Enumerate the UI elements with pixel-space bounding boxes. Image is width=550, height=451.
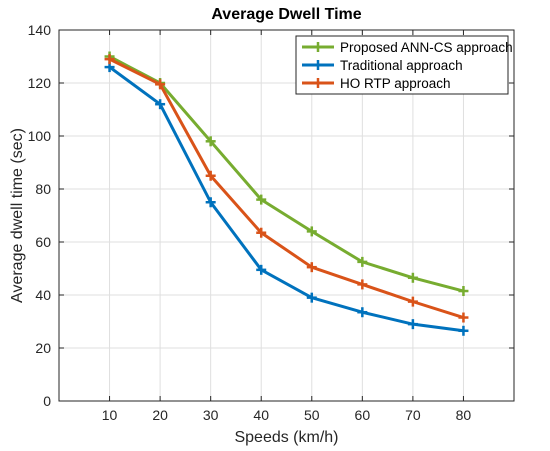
data-point [205,197,216,208]
chart-title: Average Dwell Time [211,6,361,23]
x-tick-label: 10 [102,407,118,423]
legend: Proposed ANN-CS approach Traditional appr… [295,35,513,95]
data-point [458,325,469,336]
legend-entry: Proposed ANN-CS approach [302,40,513,55]
data-point [205,170,216,181]
data-point [256,194,267,205]
x-axis-label: Speeds (km/h) [234,429,338,446]
data-point [256,227,267,238]
axis-ticks: 10 20 30 40 50 60 70 80 0 20 40 60 80 100 120 140 [28,22,514,423]
series-line [108,57,464,319]
x-tick-label: 50 [304,407,320,423]
legend-label: HO RTP approach [340,76,451,91]
data-point [155,79,166,90]
y-tick-label: 40 [35,287,51,303]
x-tick-label: 20 [152,407,168,423]
series-line [108,65,464,333]
y-tick-label: 60 [35,234,51,250]
data-point [458,312,469,323]
data-point [306,226,317,237]
y-axis-label: Average dwell time (sec) [9,128,26,303]
data-point [357,279,368,290]
series-layer [104,51,469,336]
x-tick-label: 60 [355,407,371,423]
data-point [407,319,418,330]
data-point [256,264,267,275]
x-tick-label: 30 [203,407,219,423]
series-3 [104,54,469,323]
legend-label: Traditional approach [340,58,463,73]
y-tick-label: 20 [35,340,51,356]
y-tick-label: 80 [35,181,51,197]
series-line [108,55,464,293]
data-point [407,272,418,283]
x-tick-label: 70 [405,407,421,423]
data-point [306,292,317,303]
x-tick-label: 40 [253,407,269,423]
data-point [104,54,115,65]
data-point [155,99,166,110]
data-point [357,307,368,318]
y-tick-label: 140 [28,22,52,38]
data-point [306,262,317,273]
data-point [357,256,368,267]
legend-entry: Traditional approach [302,58,463,73]
y-tick-label: 120 [28,75,52,91]
data-point [205,136,216,147]
plot-frame [58,29,515,402]
legend-label: Proposed ANN-CS approach [340,40,513,55]
y-tick-label: 100 [28,128,52,144]
x-tick-label: 80 [456,407,472,423]
y-tick-label: 0 [43,393,51,409]
data-point [458,286,469,297]
legend-entry: HO RTP approach [302,76,451,91]
data-point [407,296,418,307]
